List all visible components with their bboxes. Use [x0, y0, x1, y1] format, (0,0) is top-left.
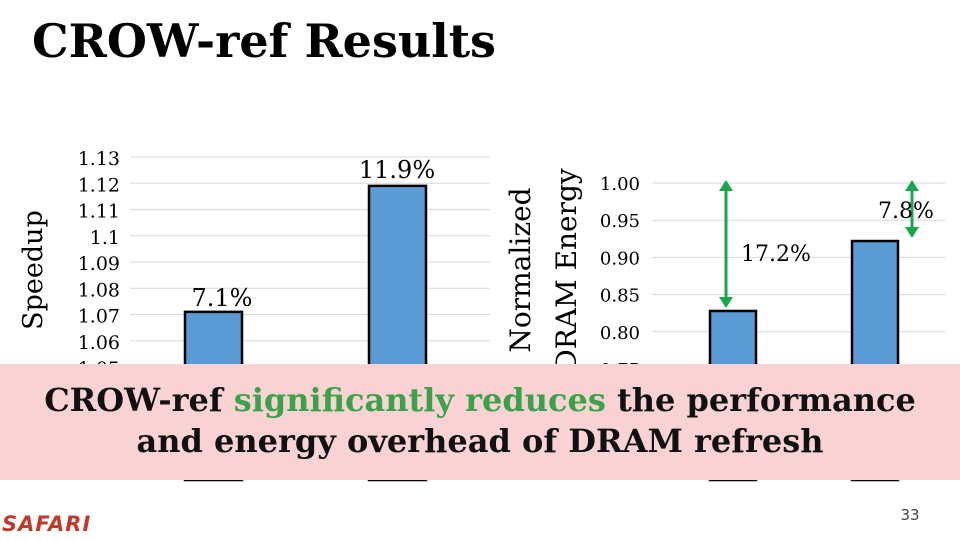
speedup-tick-label: 1.08	[78, 279, 120, 301]
energy-axis-label: Normalized DRAM Energy	[504, 168, 583, 372]
energy-tick-label: 0.95	[600, 211, 640, 232]
speedup-tick-label: 1.07	[78, 306, 120, 328]
energy-tick-label: 0.85	[600, 286, 640, 307]
energy-tick-label: 0.90	[600, 248, 640, 269]
speedup-tick-label: 1.1	[90, 227, 120, 249]
speedup-data-label: 11.9%	[359, 156, 435, 184]
energy-axis-label-line-2: DRAM Energy	[550, 168, 583, 372]
energy-tick-label: 1.00	[600, 174, 640, 195]
speedup-tick-label: 1.12	[78, 174, 120, 196]
energy-reduction-arrows	[719, 180, 919, 308]
speedup-tick-label: 1.06	[78, 332, 120, 354]
arrow-head-down	[905, 227, 919, 239]
speedup-axis-label: Speedup	[18, 210, 49, 330]
banner-line-2: and energy overhead of DRAM refresh	[136, 422, 824, 460]
banner-line-1: CROW-ref significantly reduces the perfo…	[0, 380, 960, 421]
energy-tick-labels: 1.000.950.900.850.800.75	[600, 174, 640, 381]
arrow-head-down	[719, 296, 733, 308]
energy-data-labels: 17.2% 7.8%	[741, 199, 934, 267]
conclusion-banner: CROW-ref significantly reduces the perfo…	[0, 364, 960, 480]
speedup-tick-label: 1.11	[78, 201, 120, 223]
banner-text-a: CROW-ref	[44, 381, 234, 419]
slide-title: CROW-ref Results	[32, 14, 496, 68]
energy-data-label: 17.2%	[741, 242, 811, 267]
arrow-head-up	[719, 180, 733, 191]
energy-tick-label: 0.80	[600, 323, 640, 344]
speedup-tick-labels: 1.131.121.111.11.091.081.071.061.05	[78, 148, 120, 380]
safari-logo: SAFARI	[2, 512, 92, 536]
arrow-head-up	[905, 180, 919, 191]
banner-text-c: the performance	[605, 381, 916, 419]
banner-highlight: significantly reduces	[233, 381, 606, 419]
speedup-data-label: 7.1%	[192, 284, 253, 312]
speedup-tick-label: 1.09	[78, 253, 120, 275]
energy-data-label: 7.8%	[878, 199, 934, 224]
speedup-tick-label: 1.13	[78, 148, 120, 170]
speedup-data-labels: 7.1% 11.9%	[192, 156, 436, 312]
energy-axis-label-line-1: Normalized	[504, 187, 537, 352]
page-number: 33	[900, 506, 920, 524]
